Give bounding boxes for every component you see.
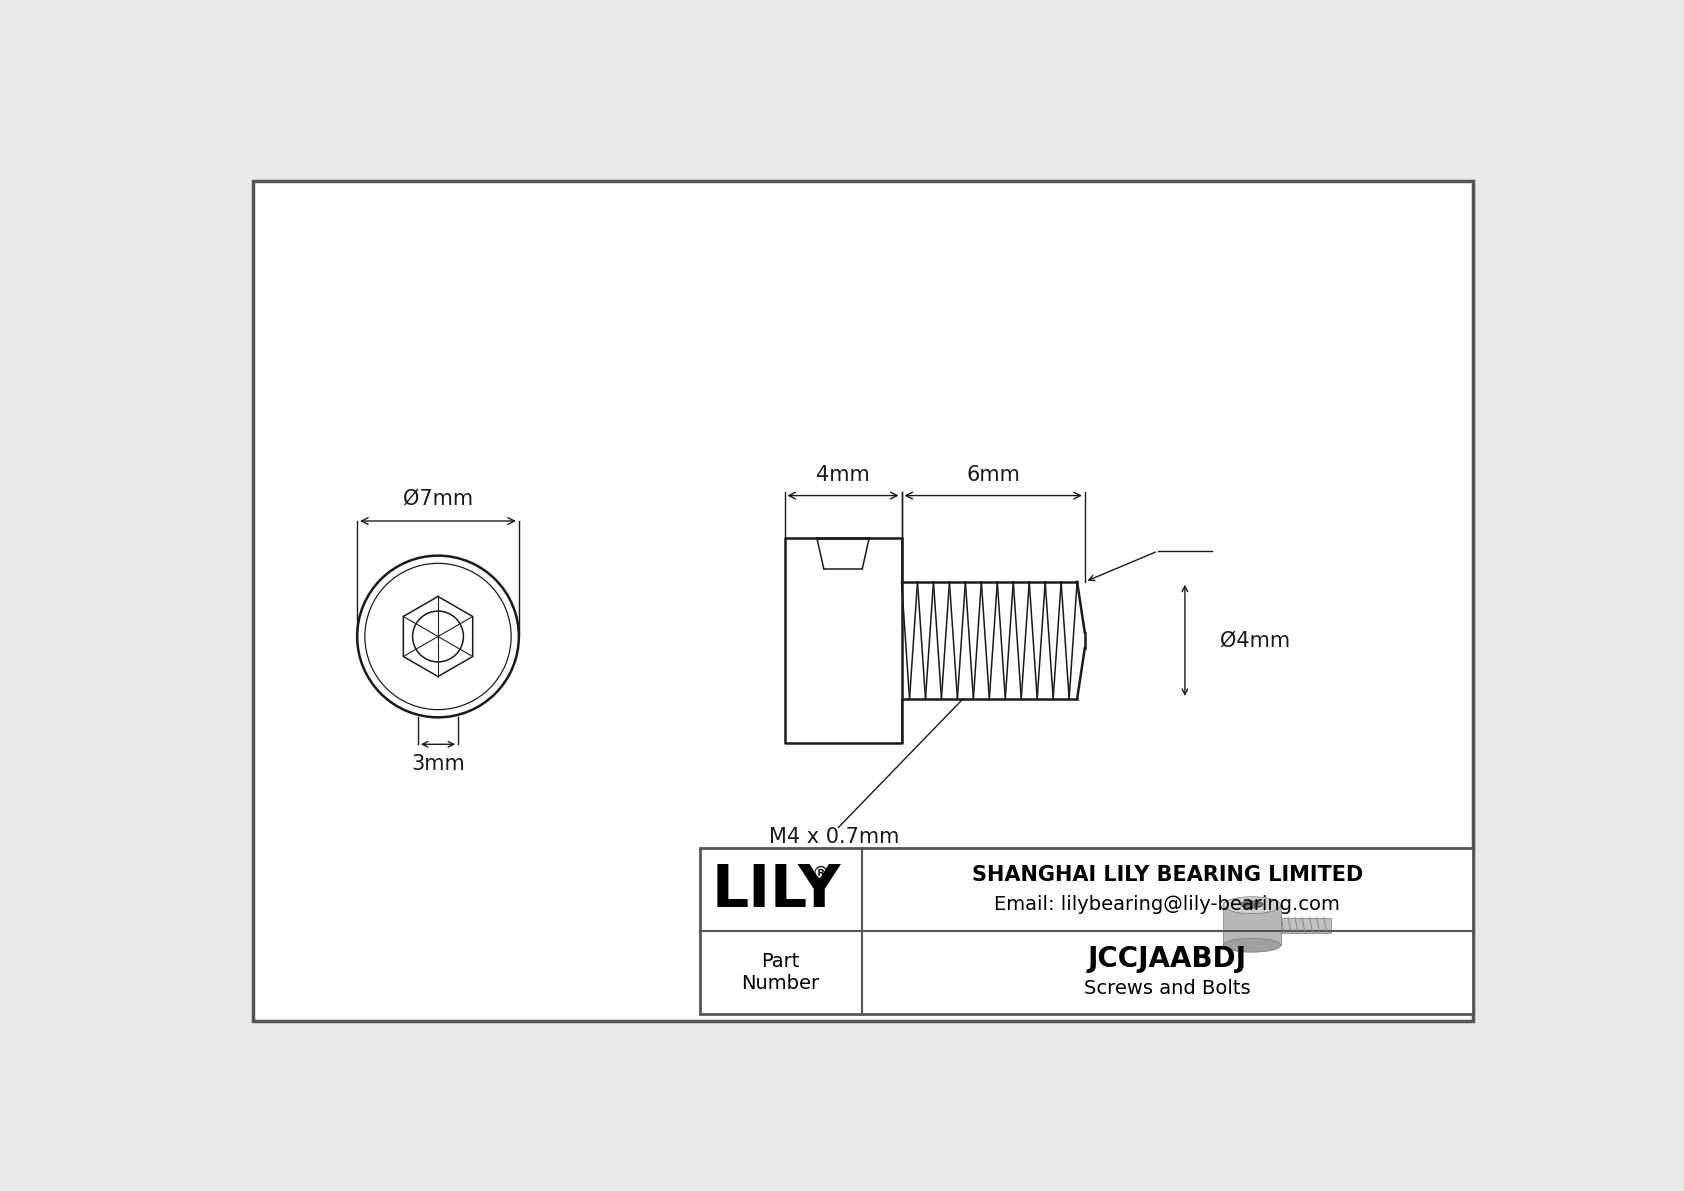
Bar	[785, 538, 901, 743]
Ellipse shape	[1223, 897, 1282, 913]
Text: JCCJAABDJ: JCCJAABDJ	[1088, 946, 1246, 973]
Text: Ø4mm: Ø4mm	[1219, 630, 1290, 650]
Text: 3mm: 3mm	[411, 754, 465, 773]
Text: ®: ®	[812, 865, 830, 883]
Text: LILY: LILY	[712, 862, 842, 919]
Bar	[701, 848, 1474, 1014]
Text: 4mm: 4mm	[817, 464, 871, 485]
Text: Part
Number: Part Number	[741, 953, 820, 993]
Text: Email: lilybearing@lily-bearing.com: Email: lilybearing@lily-bearing.com	[994, 894, 1340, 913]
Ellipse shape	[1241, 900, 1263, 908]
Bar	[1223, 905, 1282, 946]
Text: Ø7mm: Ø7mm	[402, 488, 473, 509]
Ellipse shape	[1223, 939, 1282, 952]
Text: M4 x 0.7mm: M4 x 0.7mm	[770, 828, 899, 848]
Text: Screws and Bolts: Screws and Bolts	[1084, 979, 1251, 998]
Bar	[1282, 917, 1332, 933]
Text: SHANGHAI LILY BEARING LIMITED: SHANGHAI LILY BEARING LIMITED	[972, 865, 1362, 885]
Text: 6mm: 6mm	[967, 464, 1021, 485]
